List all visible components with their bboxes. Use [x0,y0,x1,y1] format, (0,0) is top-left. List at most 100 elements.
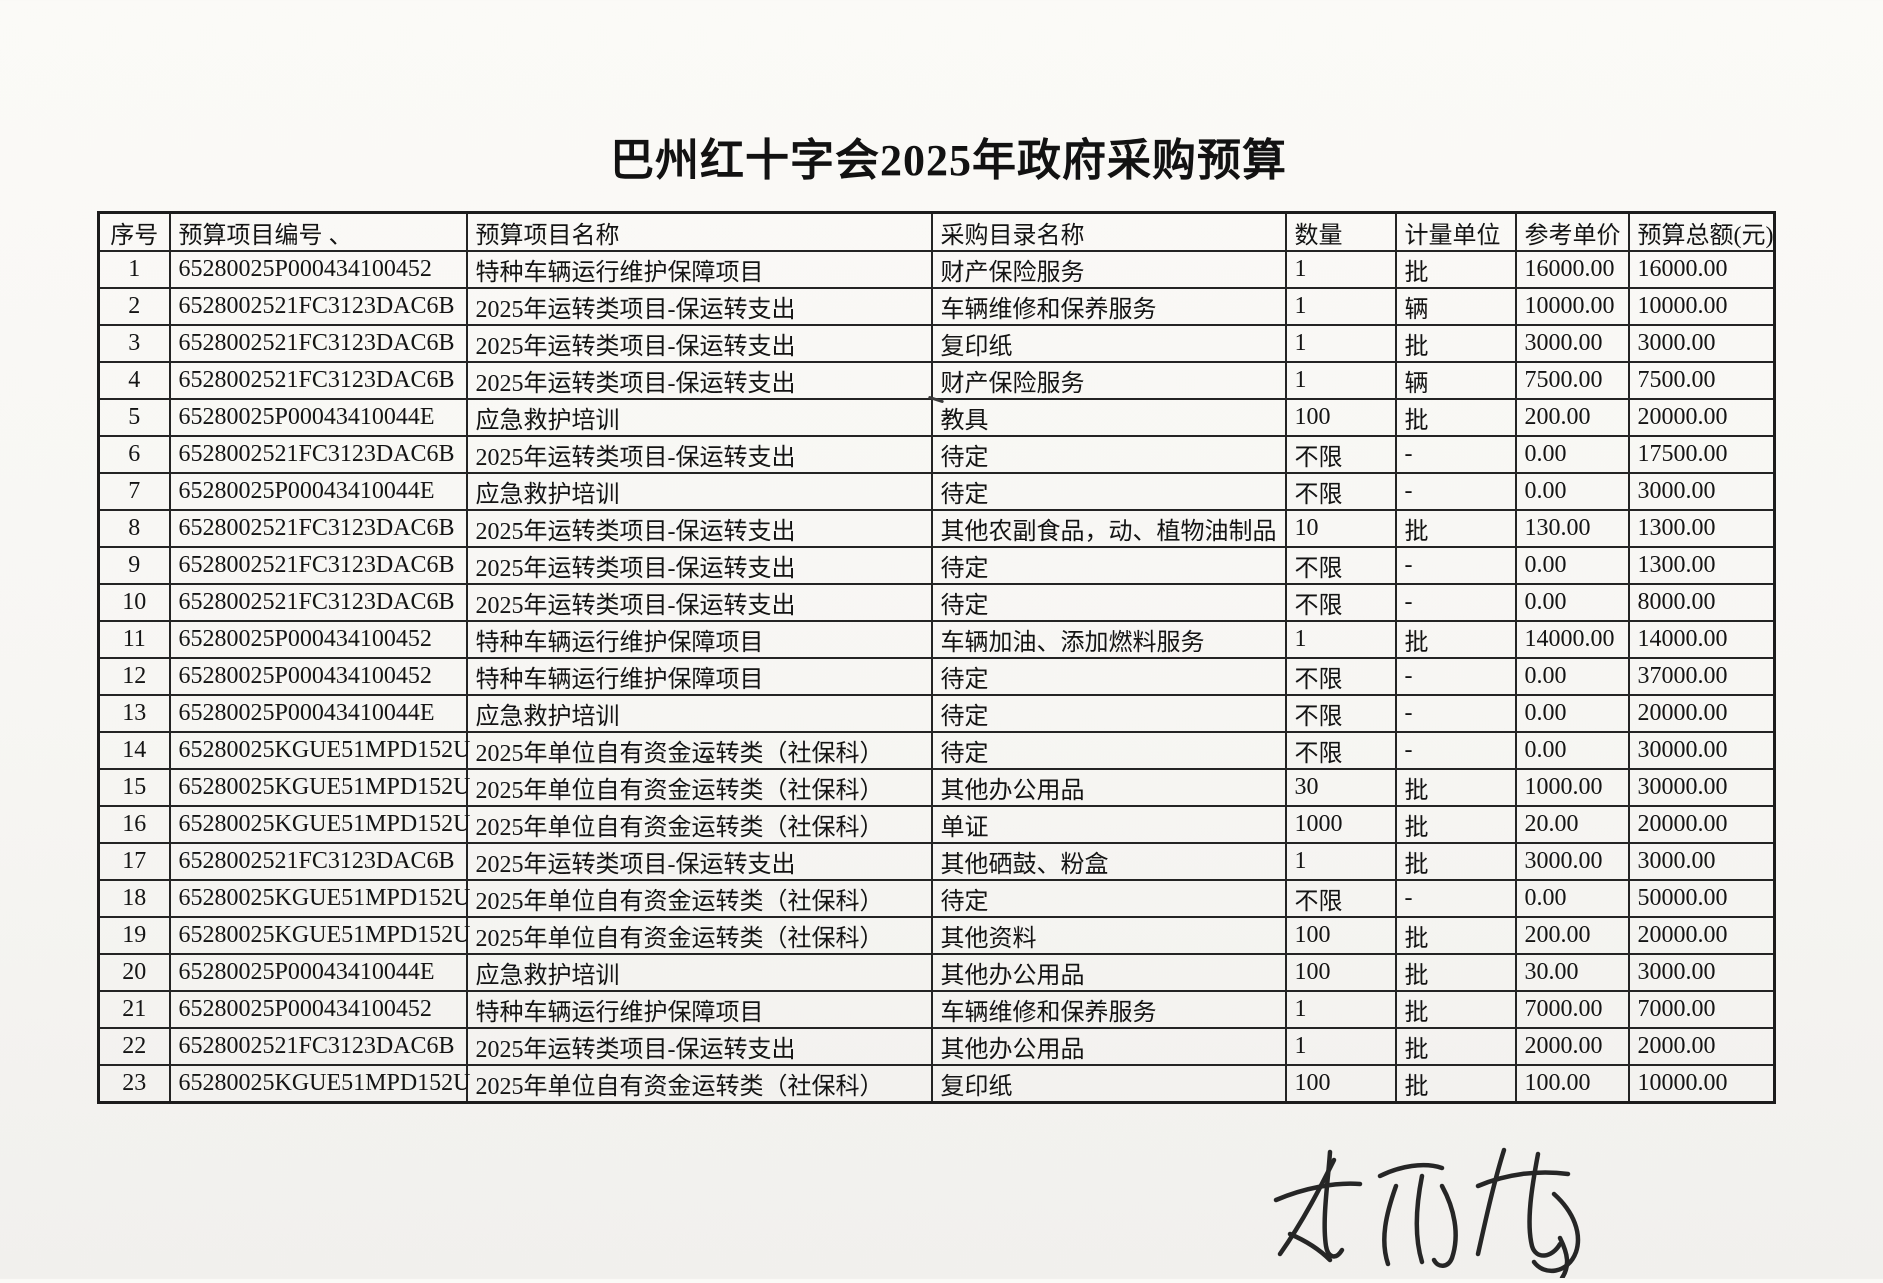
cell-total-budget: 1300.00 [1627,509,1776,548]
cell-unit: 批 [1394,1064,1517,1104]
cell-quantity: 1 [1284,324,1397,363]
cell-catalog-name: 其他硒鼓、粉盒 [930,842,1287,881]
cell-project-name: 2025年运转类项目-保运转支出 [465,287,933,326]
cell-index: 10 [97,583,171,622]
cell-unit: - [1394,583,1517,622]
cell-unit: - [1394,546,1517,585]
cell-quantity: 1 [1284,1027,1397,1066]
cell-index: 19 [97,916,171,955]
cell-index: 2 [97,287,171,326]
table-body: 1 65280025P000434100452 特种车辆运行维护保障项目 财产保… [97,250,1776,1104]
cell-quantity: 10 [1284,509,1397,548]
cell-project-name: 2025年运转类项目-保运转支出 [465,1027,933,1066]
cell-catalog-name: 复印纸 [930,324,1287,363]
header-unit-price: 参考单价 [1514,211,1630,252]
cell-total-budget: 1300.00 [1627,546,1776,585]
cell-project-code: 65280025P000434100452 [168,990,468,1029]
cell-unit: 批 [1394,250,1517,289]
cell-project-code: 65280025KGUE51MPD152U [168,916,471,955]
table-row: 18 65280025KGUE51MPD152U 2025年单位自有资金运转类（… [97,879,1776,918]
cell-quantity: 不限 [1284,879,1397,918]
cell-catalog-name: 其他办公用品 [930,768,1287,807]
cell-total-budget: 7000.00 [1627,990,1776,1029]
header-project-code: 预算项目编号 、 [168,211,468,252]
cell-unit: - [1394,879,1517,918]
cell-total-budget: 7500.00 [1627,361,1776,400]
cell-catalog-name: 待定 [930,583,1287,622]
cell-quantity: 100 [1284,1064,1397,1104]
cell-quantity: 1 [1284,620,1397,659]
cell-project-name: 2025年运转类项目-保运转支出 [465,435,933,474]
cell-total-budget: 2000.00 [1627,1027,1776,1066]
cell-unit-price: 100.00 [1514,1064,1630,1104]
table-row: 22 6528002521FC3123DAC6B 2025年运转类项目-保运转支… [97,1027,1776,1066]
cell-unit-price: 0.00 [1514,435,1630,474]
cell-unit-price: 0.00 [1514,546,1630,585]
cell-project-name: 2025年运转类项目-保运转支出 [465,509,933,548]
cell-index: 22 [97,1027,171,1066]
cell-index: 16 [97,805,171,844]
cell-unit-price: 200.00 [1514,916,1630,955]
handwritten-signature [1238,1142,1588,1281]
cell-unit-price: 3000.00 [1514,842,1630,881]
cell-index: 17 [97,842,171,881]
cell-project-name: 应急救护培训 [465,694,933,733]
cell-project-code: 65280025P000434100452 [168,657,468,696]
table-row: 21 65280025P000434100452 特种车辆运行维护保障项目 车辆… [97,990,1776,1029]
cell-project-code: 65280025P00043410044E [168,694,468,733]
cell-quantity: 1 [1284,990,1397,1029]
cell-total-budget: 20000.00 [1627,805,1776,844]
cell-project-code: 6528002521FC3123DAC6B [168,361,468,400]
cell-catalog-name: 车辆维修和保养服务 [930,287,1287,326]
cell-unit-price: 20.00 [1514,805,1630,844]
cell-total-budget: 8000.00 [1627,583,1776,622]
cell-quantity: 不限 [1284,435,1397,474]
cell-total-budget: 17500.00 [1627,435,1776,474]
cell-unit: 批 [1394,324,1517,363]
table-row: 15 65280025KGUE51MPD152U 2025年单位自有资金运转类（… [97,768,1776,807]
cell-catalog-name: 车辆加油、添加燃料服务 [930,620,1287,659]
cell-catalog-name: 待定 [930,657,1287,696]
cell-index: 14 [97,731,171,770]
header-total-budget: 预算总额(元) [1627,211,1776,252]
cell-project-code: 65280025P00043410044E [168,953,468,992]
cell-catalog-name: 车辆维修和保养服务 [930,990,1287,1029]
cell-unit: 批 [1394,953,1517,992]
cell-unit: 辆 [1394,287,1517,326]
cell-index: 15 [97,768,171,807]
cell-catalog-name: 待定 [930,435,1287,474]
cell-catalog-name: 单证 [930,805,1287,844]
cell-unit: 批 [1394,990,1517,1029]
cell-unit-price: 2000.00 [1514,1027,1630,1066]
cell-unit-price: 10000.00 [1514,287,1630,326]
table-row: 17 6528002521FC3123DAC6B 2025年运转类项目-保运转支… [97,842,1776,881]
cell-total-budget: 10000.00 [1627,287,1776,326]
cell-unit: 批 [1394,1027,1517,1066]
cell-index: 13 [97,694,171,733]
cell-project-name: 应急救护培训 [465,472,933,511]
cell-index: 9 [97,546,171,585]
page-title: 巴州红十字会2025年政府采购预算 [610,136,1287,185]
cell-project-name: 2025年单位自有资金运转类（社保科） [465,879,933,918]
cell-project-name: 2025年单位自有资金运转类（社保科） [465,805,933,844]
cell-project-name: 应急救护培训 [465,398,933,437]
table-row: 13 65280025P00043410044E 应急救护培训 待定 不限 - … [97,694,1776,733]
cell-total-budget: 50000.00 [1627,879,1776,918]
cell-unit: 辆 [1394,361,1517,400]
cell-project-name: 特种车辆运行维护保障项目 [465,990,933,1029]
cell-catalog-name: 待定 [930,694,1287,733]
cell-total-budget: 3000.00 [1627,324,1776,363]
header-quantity: 数量 [1284,211,1397,252]
cell-index: 20 [97,953,171,992]
cell-index: 21 [97,990,171,1029]
cell-unit: - [1394,472,1517,511]
cell-unit: 批 [1394,805,1517,844]
cell-project-code: 65280025P000434100452 [168,250,468,289]
cell-unit-price: 0.00 [1514,694,1630,733]
cell-catalog-name: 其他办公用品 [930,953,1287,992]
cell-project-name: 2025年运转类项目-保运转支出 [465,546,933,585]
cell-catalog-name: 待定 [930,472,1287,511]
header-project-name: 预算项目名称 [465,211,933,252]
cell-project-code: 65280025KGUE51MPD152U [168,1064,471,1104]
cell-project-code: 6528002521FC3123DAC6B [168,583,468,622]
